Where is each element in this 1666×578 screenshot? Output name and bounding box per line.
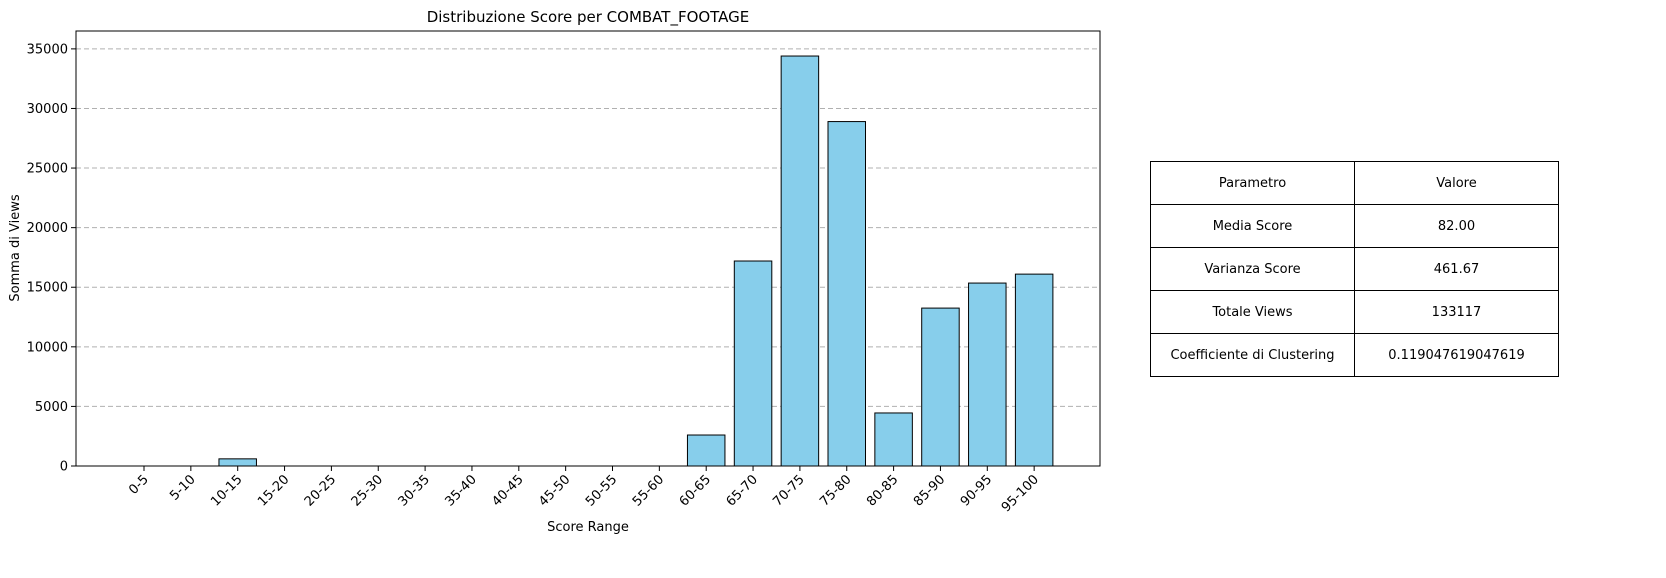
y-tick-label: 5000 <box>35 400 68 415</box>
table-cell: 133117 <box>1354 290 1559 334</box>
x-tick-label: 35-40 <box>442 472 479 509</box>
table-cell: 0.119047619047619 <box>1354 333 1559 377</box>
y-tick-label: 25000 <box>27 162 68 177</box>
x-tick-label: 25-30 <box>349 472 386 509</box>
x-tick-label: 40-45 <box>489 472 526 509</box>
bar-chart: Distribuzione Score per COMBAT_FOOTAGE 0… <box>8 8 1101 535</box>
x-axis-ticks: 0-5 5-10 10-15 15-20 20-25 25-30 30-35 35-40 40-… <box>126 466 1042 515</box>
table-header-cell: Parametro <box>1150 161 1355 205</box>
x-tick-label: 0-5 <box>126 472 152 498</box>
table-row: Totale Views 133117 <box>1150 290 1559 334</box>
x-tick-label: 10-15 <box>208 472 245 509</box>
table-cell: 82.00 <box>1354 204 1559 248</box>
y-axis-label: Somma di Views <box>8 194 23 301</box>
bar <box>218 458 257 467</box>
table-row: Media Score 82.00 <box>1150 204 1559 248</box>
x-tick-label: 50-55 <box>583 472 620 509</box>
x-tick-label: 30-35 <box>396 472 433 509</box>
bar <box>780 55 820 467</box>
bars <box>218 55 1054 467</box>
bar <box>1014 273 1054 467</box>
x-tick-label: 80-85 <box>864 472 901 509</box>
table-cell: Coefficiente di Clustering <box>1150 333 1355 377</box>
y-tick-label: 30000 <box>27 102 68 117</box>
y-tick-label: 10000 <box>27 340 68 355</box>
table-cell: Varianza Score <box>1150 247 1355 291</box>
y-tick-label: 35000 <box>27 42 68 57</box>
bar <box>968 282 1007 467</box>
table-cell: 461.67 <box>1354 247 1559 291</box>
x-tick-label: 15-20 <box>255 472 292 509</box>
x-tick-label: 60-65 <box>677 472 714 509</box>
bar <box>827 121 866 467</box>
table-header-cell: Valore <box>1354 161 1559 205</box>
y-axis-ticks: 0 5000 10000 15000 20000 25000 30000 35000 <box>27 42 76 475</box>
x-tick-label: 65-70 <box>724 472 761 509</box>
plot-frame <box>75 30 1101 467</box>
y-tick-label: 15000 <box>27 281 68 296</box>
bar <box>874 412 913 467</box>
grid-lines <box>76 48 1100 407</box>
x-tick-label: 55-60 <box>630 472 667 509</box>
y-tick-label: 20000 <box>27 221 68 236</box>
stats-table: Parametro Valore Media Score 82.00 Varia… <box>1150 161 1559 377</box>
bar <box>733 260 773 467</box>
table-cell: Media Score <box>1150 204 1355 248</box>
bar <box>686 434 726 467</box>
table-row: Varianza Score 461.67 <box>1150 247 1559 291</box>
x-tick-label: 45-50 <box>536 472 573 509</box>
chart-title: Distribuzione Score per COMBAT_FOOTAGE <box>427 8 750 27</box>
x-axis-label: Score Range <box>547 520 629 535</box>
x-tick-label: 95-100 <box>999 472 1042 515</box>
x-tick-label: 20-25 <box>302 472 339 509</box>
x-tick-label: 85-90 <box>911 472 948 509</box>
table-header-row: Parametro Valore <box>1150 161 1559 205</box>
x-tick-label: 70-75 <box>770 472 807 509</box>
table-cell: Totale Views <box>1150 290 1355 334</box>
x-tick-label: 90-95 <box>958 472 995 509</box>
x-tick-label: 5-10 <box>167 472 198 503</box>
bar <box>921 307 960 467</box>
x-tick-label: 75-80 <box>817 472 854 509</box>
table-row: Coefficiente di Clustering 0.11904761904… <box>1150 333 1559 377</box>
y-tick-label: 0 <box>60 460 68 475</box>
